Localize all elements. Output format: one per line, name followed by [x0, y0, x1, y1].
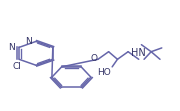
Text: O: O	[90, 54, 97, 63]
Text: HN: HN	[131, 48, 146, 58]
Text: N: N	[25, 37, 32, 46]
Text: HO: HO	[98, 68, 111, 77]
Text: Cl: Cl	[13, 62, 22, 71]
Text: N: N	[8, 43, 15, 52]
